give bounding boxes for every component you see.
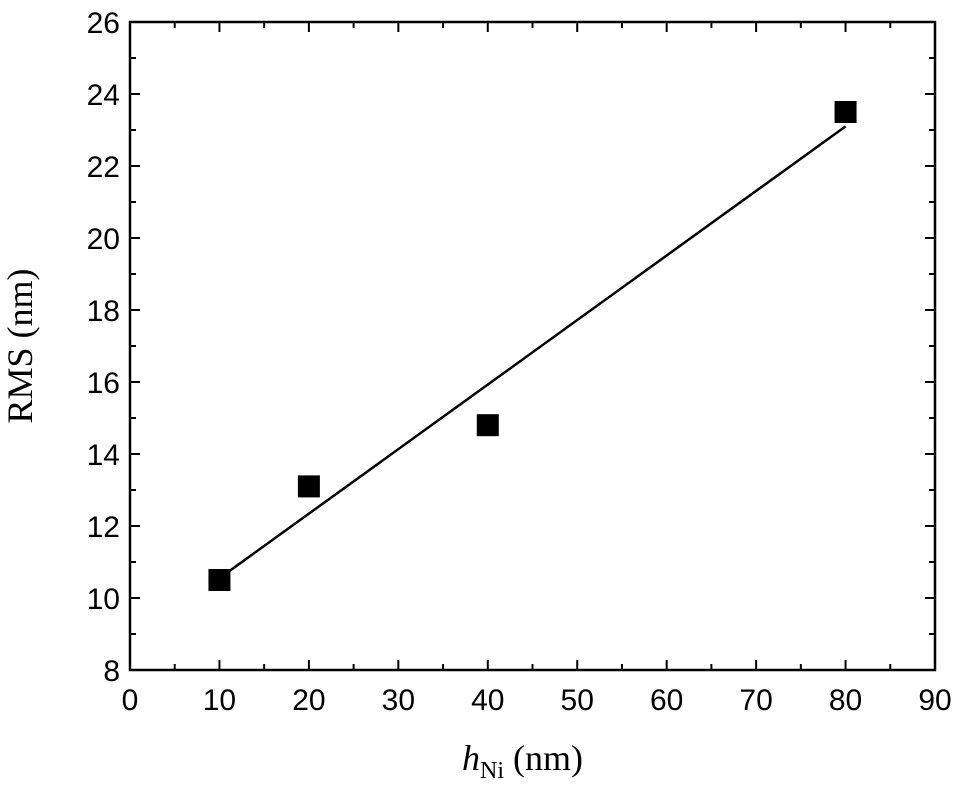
plot-frame	[128, 20, 937, 672]
y-tick-label: 22	[87, 151, 120, 184]
x-tick-label: 70	[739, 684, 772, 717]
y-tick-label: 14	[87, 439, 120, 472]
y-tick-label: 8	[103, 655, 120, 688]
y-tick-label: 24	[87, 79, 120, 112]
x-axis-title: hNi (nm)	[462, 738, 583, 784]
x-axis-title-symbol: h	[462, 738, 480, 778]
x-tick-label: 0	[122, 684, 139, 717]
fit-line	[218, 125, 847, 580]
y-tick-label: 16	[87, 367, 120, 400]
y-tick-label: 10	[87, 583, 120, 616]
x-tick-label: 30	[382, 684, 415, 717]
x-axis-title-unit: (nm)	[504, 738, 583, 778]
x-tick-label: 50	[561, 684, 594, 717]
data-point-square	[476, 414, 499, 437]
fit-line-layer	[218, 125, 847, 580]
x-tick-label: 20	[292, 684, 325, 717]
x-tick-label: 10	[203, 684, 236, 717]
y-tick-label: 18	[87, 295, 120, 328]
data-point-square	[208, 569, 231, 591]
axis-ticks	[129, 21, 936, 671]
x-tick-label: 90	[918, 684, 951, 717]
x-tick-label: 80	[829, 684, 862, 717]
y-tick-label: 26	[87, 7, 120, 40]
data-point-square	[297, 475, 320, 498]
y-tick-label: 12	[87, 511, 120, 544]
data-point-square	[834, 101, 857, 123]
x-axis-title-subscript: Ni	[480, 758, 504, 784]
x-tick-label: 40	[471, 684, 504, 717]
y-axis-title: RMS (nm)	[0, 268, 40, 423]
data-points	[208, 101, 857, 591]
y-tick-label: 20	[87, 223, 120, 256]
tick-labels: 0 10 20 30 40 50 60 70 80 90 8 10 12 14 16 18 20 22 24 26	[87, 7, 952, 717]
x-tick-label: 60	[650, 684, 683, 717]
